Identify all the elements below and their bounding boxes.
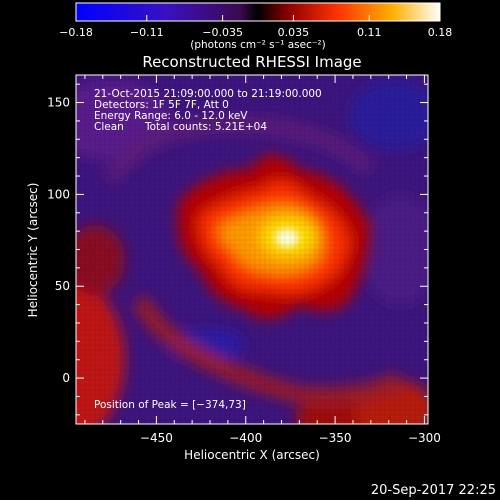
heatmap-image [76,75,428,424]
colorbar-tick-label: 0.11 [357,26,382,39]
x-tick-label: −300 [408,431,441,445]
colorbar-tick-label: −0.11 [130,26,164,39]
x-tick-label: −400 [229,431,262,445]
annotation-energy: Energy Range: 6.0 - 12.0 keV [94,110,248,122]
annotation-time-range: 21-Oct-2015 21:09:00.000 to 21:19:00.000 [94,88,322,100]
annotation-counts: Total counts: 5.21E+04 [144,121,267,133]
chart-title: Reconstructed RHESSI Image [142,53,361,71]
annotation-peak: Position of Peak = [−374,73] [94,399,246,411]
footer-date: 20-Sep-2017 22:25 [371,483,496,498]
y-tick-label: 100 [47,187,70,201]
y-tick-label: 0 [62,371,70,385]
y-axis: 0 50 100 150 [47,83,428,416]
colorbar-gradient [75,2,441,22]
colorbar-units: (photons cm⁻² s⁻¹ asec⁻²) [190,39,325,51]
x-axis-label: Heliocentric X (arcsec) [184,448,320,462]
annotation-method: Clean [94,121,124,133]
colorbar-ticks: −0.18 −0.11 −0.035 0.035 0.11 0.18 [59,15,452,39]
colorbar-tick-label: −0.18 [59,26,93,39]
colorbar-tick-label: −0.035 [202,26,243,39]
y-axis-label: Heliocentric Y (arcsec) [26,183,40,318]
colorbar-tick-label: 0.18 [428,26,453,39]
y-tick-label: 50 [55,279,70,293]
annotation-block: 21-Oct-2015 21:09:00.000 to 21:19:00.000… [94,88,322,133]
y-tick-label: 150 [47,96,70,110]
colorbar: −0.18 −0.11 −0.035 0.035 0.11 0.18 (photons c… [59,2,452,51]
colorbar-tick-label: 0.035 [278,26,310,39]
x-tick-label: −350 [319,431,352,445]
x-tick-label: −450 [140,431,173,445]
x-axis: −450 −400 −350 −300 [84,75,441,445]
annotation-detectors: Detectors: 1F 5F 7F, Att 0 [94,99,229,111]
